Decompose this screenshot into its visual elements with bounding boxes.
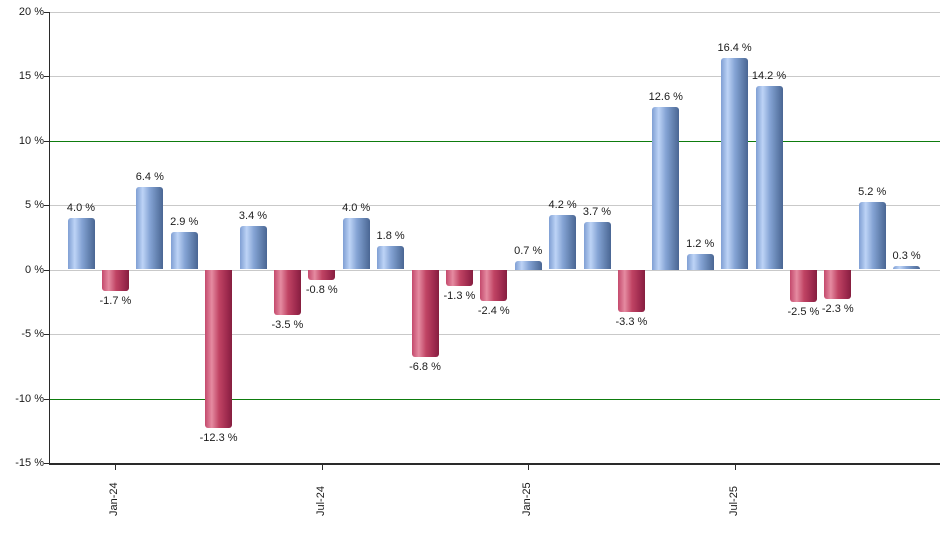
bar-3 xyxy=(170,232,198,270)
x-axis-line xyxy=(48,463,940,465)
bar-18 xyxy=(686,254,714,270)
y-tick-label: -15 % xyxy=(15,457,44,469)
gridline-20 xyxy=(50,11,940,13)
bar-24 xyxy=(893,265,921,270)
bar-6 xyxy=(273,269,301,315)
bar-value-label: -12.3 % xyxy=(199,432,238,445)
bar-value-label: -1.7 % xyxy=(99,295,132,308)
y-tick-10 xyxy=(43,140,49,142)
x-tick-Jan-25 xyxy=(528,464,530,470)
gridline--5 xyxy=(50,334,940,335)
bar-16 xyxy=(617,269,645,313)
reference-line--10 xyxy=(50,398,940,400)
y-tick--10 xyxy=(43,398,49,400)
bar-value-label: 4.2 % xyxy=(548,199,577,212)
bar-value-label: -2.5 % xyxy=(787,305,820,318)
bar-9 xyxy=(377,246,405,270)
bar-value-label: -2.3 % xyxy=(821,303,854,316)
bar-value-label: -3.5 % xyxy=(271,318,304,331)
y-tick-label: 15 % xyxy=(18,70,44,82)
bar-7 xyxy=(308,269,336,280)
bar-value-label: -1.3 % xyxy=(443,290,476,303)
bar-value-label: -2.4 % xyxy=(477,304,510,317)
y-axis-line xyxy=(48,11,50,463)
bar-20 xyxy=(755,86,783,270)
bar-value-label: -0.8 % xyxy=(305,283,338,296)
y-tick-5 xyxy=(43,205,49,206)
y-tick-label: 5 % xyxy=(25,199,44,211)
bar-value-label: 4.0 % xyxy=(342,201,371,214)
bar-value-label: 2.9 % xyxy=(170,216,199,229)
bar-value-label: 1.8 % xyxy=(376,230,405,243)
bar-13 xyxy=(514,260,542,270)
bar-value-label: 5.2 % xyxy=(858,186,887,199)
bar-22 xyxy=(824,269,852,300)
y-tick-0 xyxy=(43,269,49,271)
bar-23 xyxy=(858,202,886,270)
x-tick-Jan-24 xyxy=(115,464,117,470)
y-tick-label: -5 % xyxy=(21,328,44,340)
bar-15 xyxy=(583,221,611,270)
bar-value-label: 0.3 % xyxy=(892,249,921,262)
x-tick-label: Jul-25 xyxy=(727,486,740,516)
bar-value-label: 14.2 % xyxy=(751,70,787,83)
gridline-15 xyxy=(50,76,940,77)
bar-10 xyxy=(411,269,439,358)
x-tick-label: Jul-24 xyxy=(314,486,327,516)
y-tick-label: 10 % xyxy=(18,134,44,147)
bar-value-label: -3.3 % xyxy=(615,316,648,329)
bar-4 xyxy=(205,269,233,429)
gridline-5 xyxy=(50,205,940,206)
y-tick-label: 0 % xyxy=(25,263,44,276)
y-tick--5 xyxy=(43,334,49,335)
bar-14 xyxy=(549,215,577,270)
bar-value-label: -6.8 % xyxy=(409,361,441,374)
x-tick-label: Jan-24 xyxy=(108,482,121,516)
bar-12 xyxy=(480,269,508,301)
bar-8 xyxy=(342,217,370,270)
bar-value-label: 4.0 % xyxy=(66,201,96,214)
y-tick-20 xyxy=(43,11,49,13)
x-tick-Jul-24 xyxy=(321,464,323,470)
reference-line-10 xyxy=(50,140,940,142)
x-tick-label: Jan-25 xyxy=(521,482,534,516)
bar-value-label: 3.7 % xyxy=(582,205,612,218)
y-tick--15 xyxy=(43,463,49,464)
bar-value-label: 16.4 % xyxy=(717,41,752,54)
bar-value-label: 6.4 % xyxy=(135,170,164,183)
bar-19 xyxy=(721,57,749,270)
y-tick-label: 20 % xyxy=(18,5,44,18)
bar-1 xyxy=(101,269,129,292)
bar-17 xyxy=(652,107,680,270)
bar-value-label: 0.7 % xyxy=(514,244,543,257)
bar-value-label: 1.2 % xyxy=(686,238,715,250)
y-tick-label: -10 % xyxy=(15,392,44,405)
x-tick-Jul-25 xyxy=(734,464,736,470)
bar-21 xyxy=(789,269,817,302)
bar-value-label: 3.4 % xyxy=(238,209,268,222)
bar-5 xyxy=(239,225,267,270)
bar-2 xyxy=(136,186,164,270)
bar-11 xyxy=(445,269,473,287)
bar-0 xyxy=(67,217,95,270)
bar-value-label: 12.6 % xyxy=(648,91,683,103)
y-tick-15 xyxy=(43,76,49,77)
